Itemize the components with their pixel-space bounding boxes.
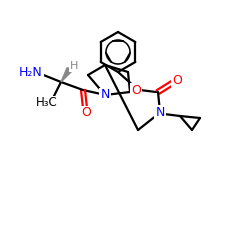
Text: O: O [172, 74, 182, 86]
Text: H₃C: H₃C [36, 96, 58, 110]
Text: N: N [100, 88, 110, 102]
Text: O: O [81, 106, 91, 120]
Text: N: N [155, 106, 165, 118]
Polygon shape [61, 68, 75, 82]
Text: H₂N: H₂N [19, 66, 43, 78]
Text: H: H [70, 61, 78, 71]
Text: O: O [131, 84, 141, 96]
